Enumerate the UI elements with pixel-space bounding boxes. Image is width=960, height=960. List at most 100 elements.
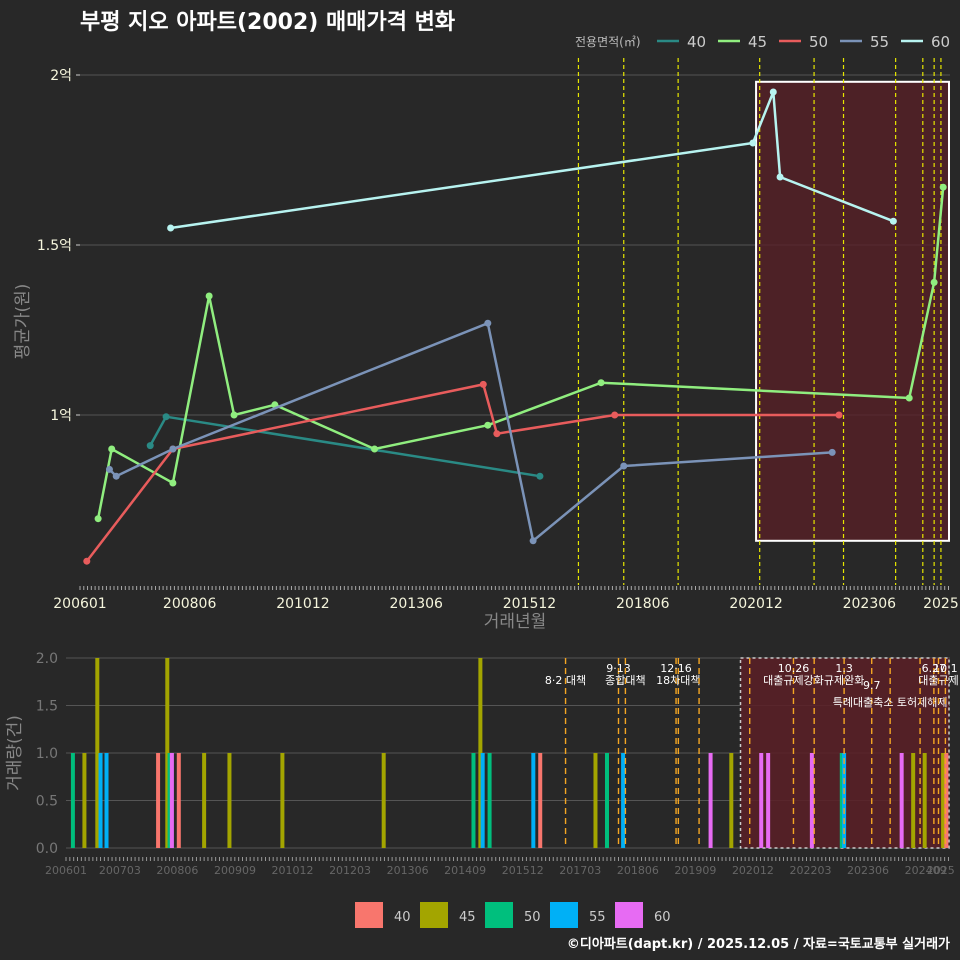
policy-label: 6.27: [922, 662, 947, 675]
series-line-50: [85, 382, 839, 562]
data-point-45: [205, 292, 213, 300]
data-point-60: [889, 217, 897, 225]
data-point-55: [484, 319, 492, 327]
highlight-region: [755, 80, 950, 542]
x-tick-label: 200806: [156, 864, 198, 877]
bar-45: [729, 753, 734, 848]
y-tick-label: 1.5억: [37, 238, 72, 254]
policy-label: 10.1: [933, 662, 958, 675]
y-tick-label: 2억: [50, 68, 72, 84]
series-line-55: [108, 321, 833, 544]
policy-label: 규제완화: [824, 674, 864, 687]
bar-55: [480, 753, 485, 848]
bar-60: [169, 753, 174, 848]
legend: 전용면적(㎡) 40 45 50 55 60: [575, 33, 950, 51]
x-tick-label: 201012: [272, 864, 314, 877]
x-tick-label: 200703: [99, 864, 141, 877]
price-chart: 1억 1.5억 2억 200601 200806 201012 201306 201512 20…: [13, 33, 959, 632]
x-tick-label: 201703: [559, 864, 601, 877]
bar-45: [381, 753, 386, 848]
policy-label: 종합대책: [605, 674, 645, 687]
y-tick-label: 0.5: [36, 794, 58, 810]
data-point-45: [597, 379, 605, 387]
x-tick-label: 201306: [389, 596, 443, 612]
bar-60: [708, 753, 713, 848]
bar-45: [280, 753, 285, 848]
data-point-45: [108, 445, 116, 453]
data-point-45: [169, 479, 177, 487]
bar-50: [167, 753, 172, 848]
bar-45: [202, 753, 207, 848]
x-tick-label: 201512: [503, 596, 556, 612]
x-tick-label: 201512: [502, 864, 544, 877]
x-tick-label: 202012: [729, 596, 782, 612]
x-tick-label: 202409: [905, 864, 947, 877]
data-point-45: [930, 278, 938, 286]
x-tick-label: 201909: [674, 864, 716, 877]
legend-swatch-45: [420, 902, 448, 928]
x-tick-label: 202012: [732, 864, 774, 877]
footer-credit: ©디아파트(dapt.kr) / 2025.12.05 / 자료=국토교통부 실…: [567, 936, 950, 952]
data-point-40: [162, 413, 170, 421]
data-point-50: [83, 557, 91, 565]
x-tick-label: 202203: [789, 864, 831, 877]
legend-label-40: 40: [687, 33, 706, 51]
bar-55: [531, 753, 536, 848]
data-point-55: [112, 472, 120, 480]
bar-50: [471, 753, 476, 848]
x-tick-label: 201409: [444, 864, 486, 877]
x-tick-label: 200601: [45, 864, 87, 877]
y-tick-label: 1.5: [36, 699, 58, 715]
data-point-60: [776, 173, 784, 181]
data-point-55: [529, 537, 537, 545]
data-point-50: [493, 430, 501, 438]
data-point-50: [835, 411, 843, 419]
data-point-55: [105, 465, 113, 473]
legend-label-45: 45: [748, 33, 767, 51]
bar-45: [922, 753, 927, 848]
y-tick-label: 1억: [50, 408, 72, 424]
x-tick-label: 2025: [927, 864, 955, 877]
data-point-50: [611, 411, 619, 419]
data-point-50: [479, 380, 487, 388]
bar-45: [478, 658, 483, 848]
bar-40: [176, 753, 181, 848]
bar-60: [766, 753, 771, 848]
y-tick-label: 1.0: [36, 746, 58, 762]
bar-60: [759, 753, 764, 848]
bar-55: [621, 753, 626, 848]
data-point-60: [749, 139, 757, 147]
policy-label: 12·16: [660, 662, 692, 675]
legend-swatch-40: [355, 902, 383, 928]
bar-50: [487, 753, 492, 848]
legend-label-55: 55: [870, 33, 889, 51]
bar-45: [593, 753, 598, 848]
legend-label-45: 45: [459, 910, 476, 925]
x-tick-label: 201306: [387, 864, 429, 877]
y-tick-label: 2.0: [36, 651, 58, 667]
data-point-60: [769, 88, 777, 96]
y-tick-label: 0.0: [36, 841, 58, 857]
legend-title: 전용면적(㎡): [575, 35, 641, 49]
legend-label-50: 50: [524, 910, 541, 925]
bar-40: [538, 753, 543, 848]
policy-label: 9.7: [863, 679, 881, 692]
x-tick-label: 202306: [843, 596, 897, 612]
x-axis-title: 거래년월: [484, 612, 547, 632]
data-point-60: [167, 224, 175, 232]
x-tick-label: 200601: [53, 596, 106, 612]
bar-55: [98, 753, 103, 848]
policy-label: 대출규제: [918, 674, 958, 687]
data-point-55: [828, 448, 836, 456]
legend-label-60: 60: [931, 33, 950, 51]
bar-45: [227, 753, 232, 848]
data-point-45: [905, 394, 913, 402]
bar-55: [104, 753, 109, 848]
bar-50: [70, 753, 75, 848]
data-point-45: [484, 421, 492, 429]
series-line-45: [96, 187, 945, 519]
data-point-40: [536, 472, 544, 480]
x-tick-label: 201203: [329, 864, 371, 877]
